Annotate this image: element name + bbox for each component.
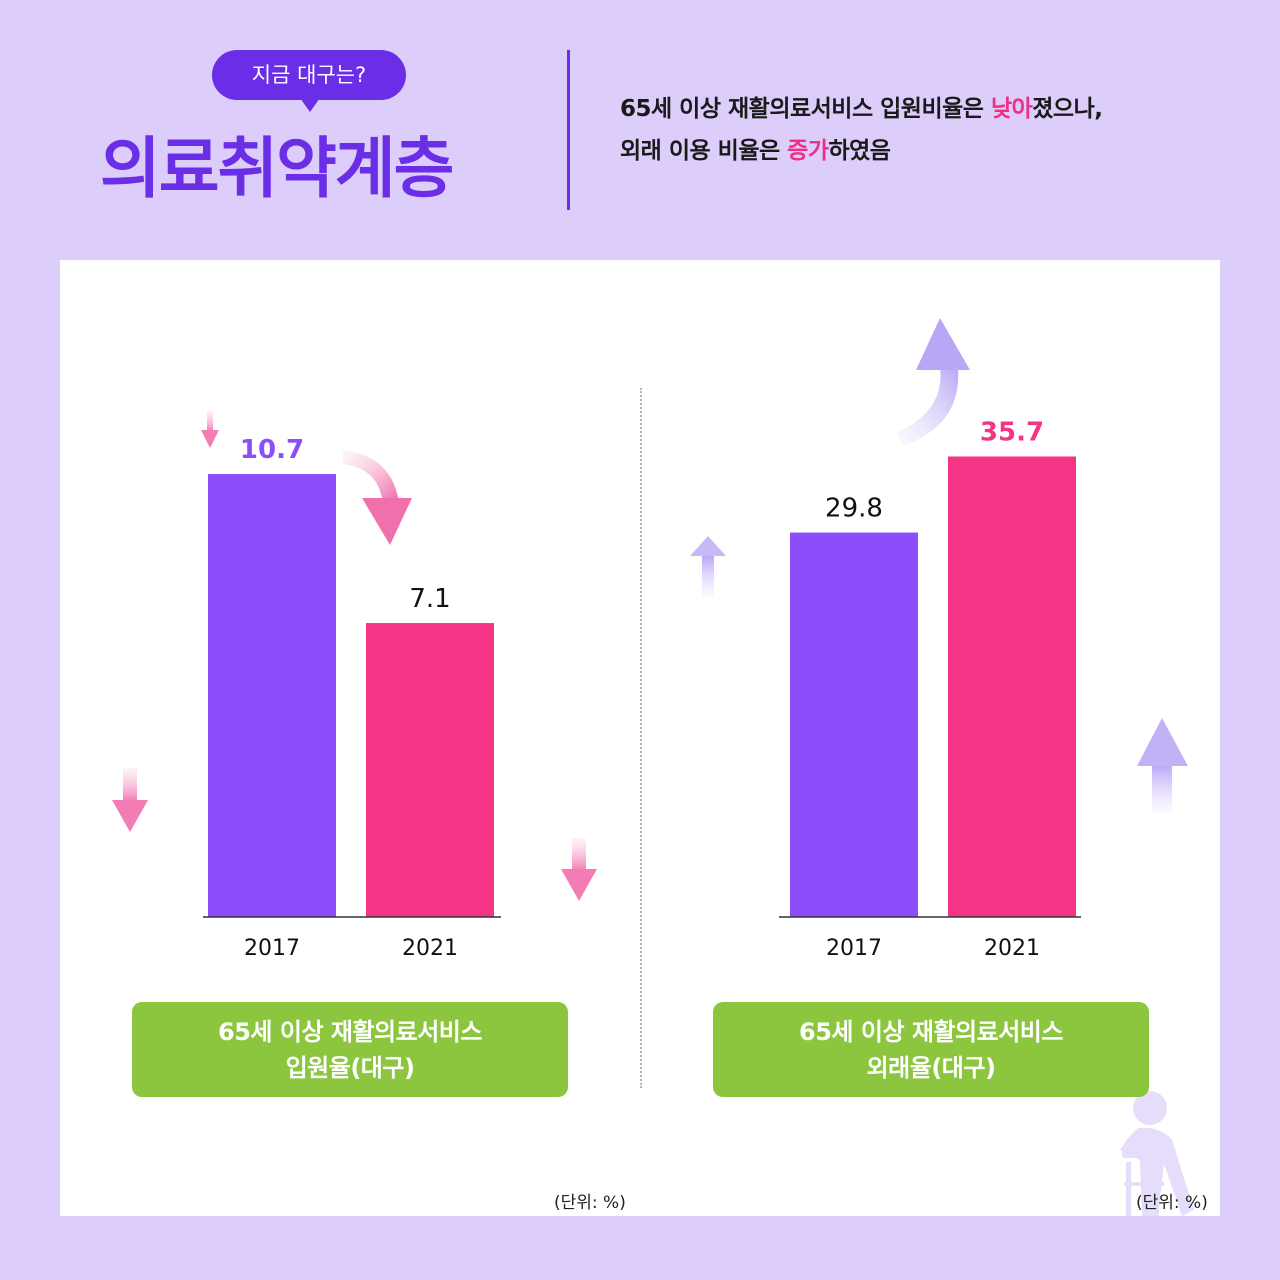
down-arrow-icon [201,410,219,448]
chart-card: 10.7 2017 7.1 2021 29.8 2017 35.7 2021 65세 이상 재… [60,260,1220,1216]
chart-2-value-label-2021: 35.7 [980,417,1044,447]
chart-1-bar-2021 [366,623,494,917]
chart-2-title-line-2: 외래율(대구) [866,1053,996,1082]
summary-line-1-text: 65세 이상 재활의료서비스 입원비율은 [620,96,991,122]
summary-line-2-end: 하였음 [828,138,891,164]
chart-1-title-line-2: 입원율(대구) [285,1053,415,1082]
chart-1-title-pill: 65세 이상 재활의료서비스 입원율(대구) [132,1002,568,1097]
up-arrow-icon [1137,718,1188,812]
chart-2-title-line-1: 65세 이상 재활의료서비스 [799,1017,1063,1046]
summary-line-1: 65세 이상 재활의료서비스 입원비율은 낮아졌으나, [620,88,1240,130]
speech-bubble: 지금 대구는? [212,50,406,112]
chart-1-value-label-2017: 10.7 [240,435,304,465]
summary-line-1-end: 졌으나, [1032,96,1103,122]
chart-2-bar-2017 [790,532,918,917]
chart-2-value-label-2017: 29.8 [825,494,883,524]
header: 지금 대구는? 의료취약계층 65세 이상 재활의료서비스 입원비율은 낮아졌으… [0,0,1280,260]
chart-2-tick-label-2017: 2017 [826,936,882,961]
summary-line-2: 외래 이용 비율은 증가하였음 [620,130,1240,172]
curved-down-arrow-icon [343,450,412,545]
page-title: 의료취약계층 [100,130,454,207]
down-arrow-icon [561,838,597,901]
up-arrow-icon [690,536,726,596]
summary-highlight-increase: 증가 [787,138,829,164]
chart-1-tick-label-2021: 2021 [402,936,458,961]
charts-layer: 10.7 2017 7.1 2021 29.8 2017 35.7 2021 [203,417,1081,961]
center-divider [640,388,642,1088]
charts-canvas: 10.7 2017 7.1 2021 29.8 2017 35.7 2021 [112,318,1194,1216]
down-arrow-icon [112,768,148,832]
summary-line-2-text: 외래 이용 비율은 [620,138,788,164]
chart-2-bar-2021 [948,456,1076,917]
header-divider [567,50,570,210]
chart-1-unit-label: (단위: %) [554,1193,626,1213]
chart-2-tick-label-2021: 2021 [984,936,1040,961]
curved-up-arrow-icon [898,318,970,446]
chart-1-tick-label-2017: 2017 [244,936,300,961]
chart-1-title-line-1: 65세 이상 재활의료서비스 [218,1017,482,1046]
elderly-walker-icon [1120,1091,1194,1216]
chart-2-unit-label: (단위: %) [1136,1193,1208,1213]
summary-highlight-decrease: 낮아 [990,96,1033,122]
chart-1-bar-2017 [208,474,336,917]
chart-1-value-label-2021: 7.1 [409,584,450,614]
chart-2-title-pill: 65세 이상 재활의료서비스 외래율(대구) [713,1002,1149,1097]
summary-text: 65세 이상 재활의료서비스 입원비율은 낮아졌으나, 외래 이용 비율은 증가… [620,88,1240,172]
